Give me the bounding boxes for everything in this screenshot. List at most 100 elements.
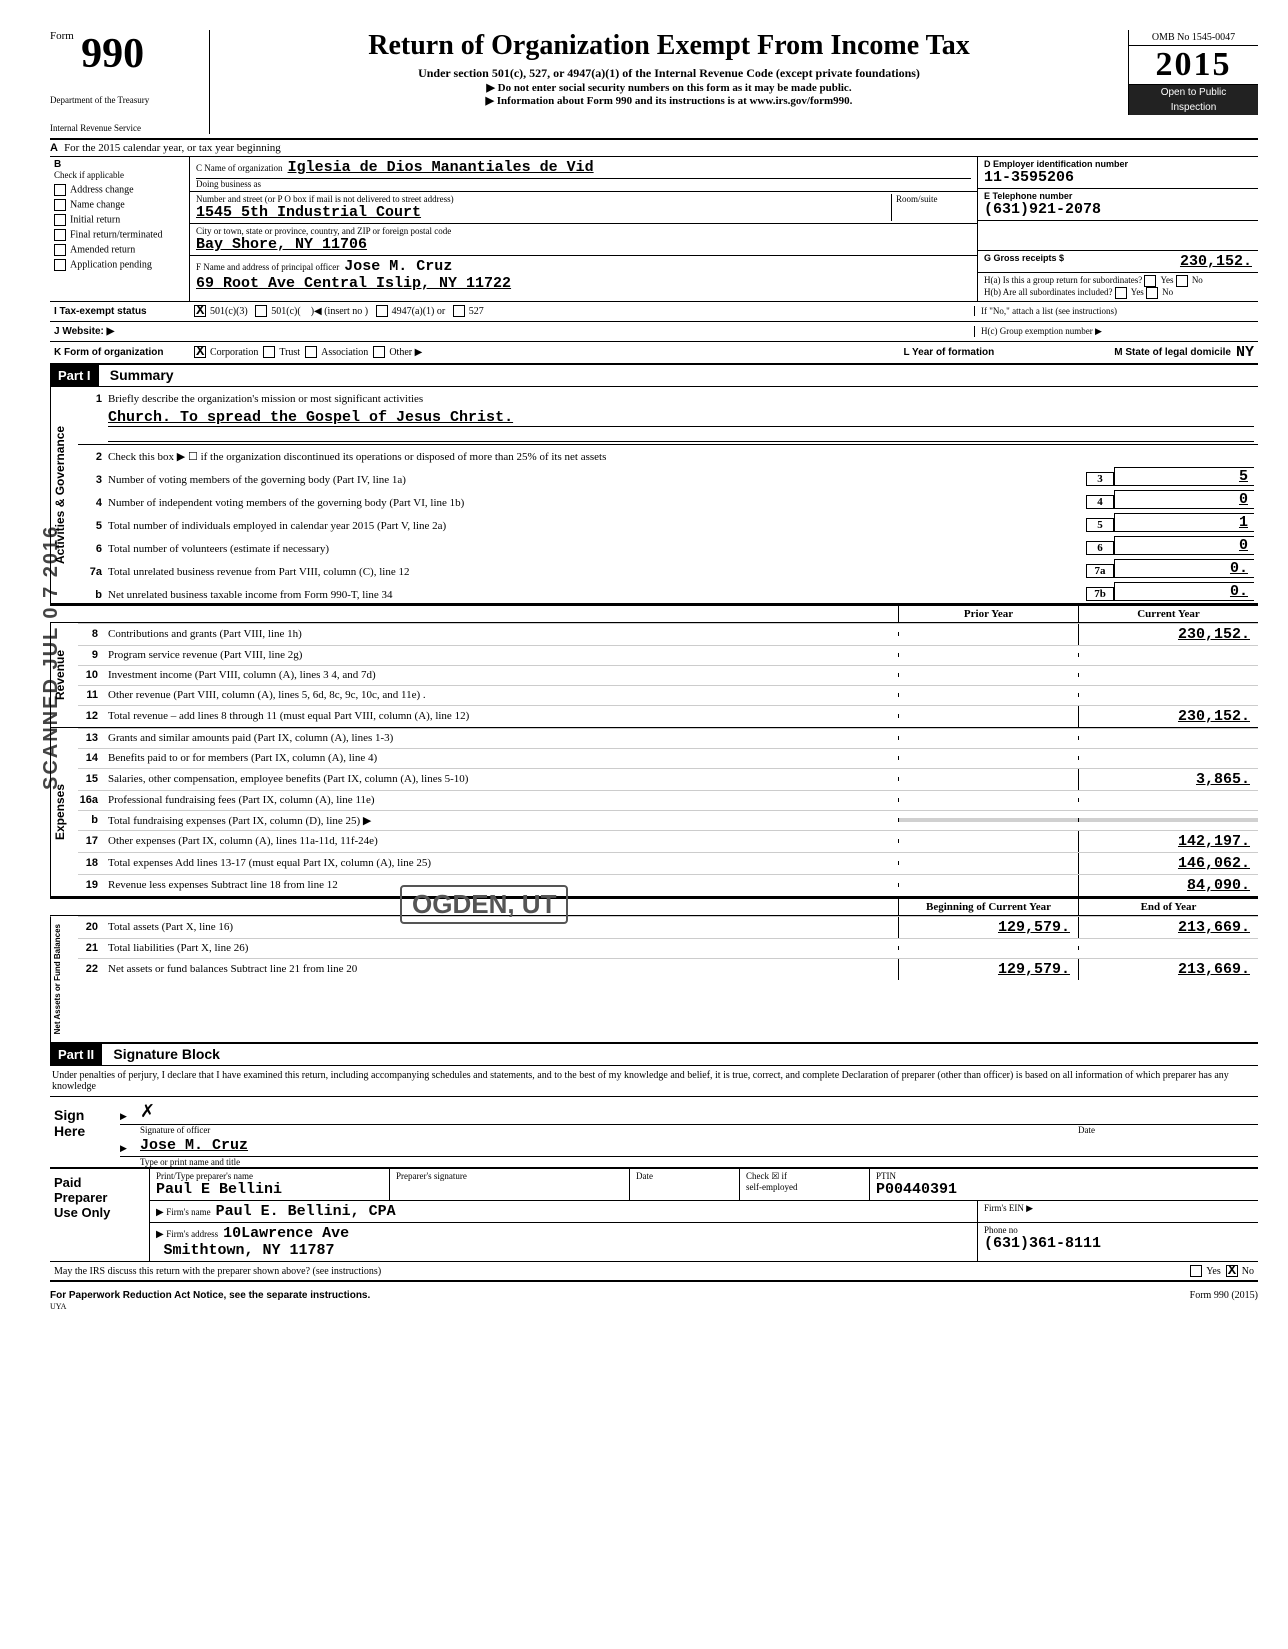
sign-here-block: Sign Here ▶ ✗ Signature of officer Date …: [50, 1097, 1258, 1169]
fin-line: 12 Total revenue – add lines 8 through 1…: [78, 705, 1258, 727]
dba-label: Doing business as: [196, 178, 971, 189]
here-label: Here: [54, 1123, 116, 1139]
discuss-row: May the IRS discuss this return with the…: [50, 1262, 1258, 1282]
part1-sub: Summary: [102, 367, 174, 383]
row-i: I Tax-exempt status 501(c)(3) 501(c)( )◀…: [50, 302, 1258, 322]
street-address: 1545 5th Industrial Court: [196, 204, 891, 221]
dept-line-1: Department of the Treasury: [50, 96, 203, 106]
label-no: No: [1242, 1266, 1254, 1277]
fin-line: 16a Professional fundraising fees (Part …: [78, 790, 1258, 810]
check-name-change[interactable]: [54, 199, 66, 211]
bcd-grid: B Check if applicable Address change Nam…: [50, 157, 1258, 302]
fin-line: 18 Total expenses Add lines 13-17 (must …: [78, 852, 1258, 874]
check-final-return[interactable]: [54, 229, 66, 241]
check-initial-return[interactable]: [54, 214, 66, 226]
check-pending[interactable]: [54, 259, 66, 271]
check-other[interactable]: [373, 346, 385, 358]
mission-text: Church. To spread the Gospel of Jesus Ch…: [108, 409, 1254, 427]
section-governance: Activities & Governance 1 Briefly descri…: [50, 387, 1258, 604]
section-revenue: Revenue 8 Contributions and grants (Part…: [50, 623, 1258, 728]
check-trust[interactable]: [263, 346, 275, 358]
label-corp: Corporation: [210, 347, 258, 358]
page-footer: For Paperwork Reduction Act Notice, see …: [50, 1282, 1258, 1312]
check-501c3[interactable]: [194, 305, 206, 317]
row-k: K Form of organization Corporation Trust…: [50, 342, 1258, 365]
part2-label: Part II: [50, 1044, 102, 1065]
date-label: Date: [1078, 1125, 1258, 1135]
officer-name: Jose M. Cruz: [344, 258, 452, 275]
part1-label: Part I: [50, 365, 99, 386]
fin-line: 17 Other expenses (Part IX, column (A), …: [78, 830, 1258, 852]
gov-line: b Net unrelated business taxable income …: [78, 580, 1258, 603]
firm-addr-label: Firm's address: [166, 1229, 218, 1239]
discuss-label: May the IRS discuss this return with the…: [54, 1266, 1190, 1277]
part2-header-row: Part II Signature Block: [50, 1044, 1258, 1066]
fin-line: 14 Benefits paid to or for members (Part…: [78, 748, 1258, 768]
room-label: Room/suite: [896, 194, 971, 204]
label-501c-insert: )◀ (insert no ): [311, 306, 368, 317]
prep-name-label: Print/Type preparer's name: [156, 1171, 383, 1181]
discuss-no[interactable]: [1226, 1265, 1238, 1277]
sign-label: Sign: [54, 1107, 116, 1123]
omb-number: OMB No 1545-0047: [1129, 30, 1258, 46]
fin-line: 13 Grants and similar amounts paid (Part…: [78, 728, 1258, 748]
ha-yes[interactable]: [1144, 275, 1156, 287]
part1-header-row: Part I Summary: [50, 365, 1258, 387]
check-corporation[interactable]: [194, 346, 206, 358]
check-501c[interactable]: [255, 305, 267, 317]
preparer-label: Preparer: [54, 1190, 145, 1205]
col-c: C Name of organization Iglesia de Dios M…: [190, 157, 978, 301]
subtitle-1: Under section 501(c), 527, or 4947(a)(1)…: [218, 66, 1120, 81]
hc-label: H(c) Group exemption number ▶: [974, 326, 1254, 337]
section-expenses: Expenses 13 Grants and similar amounts p…: [50, 728, 1258, 897]
side-tab-net: Net Assets or Fund Balances: [50, 916, 78, 1042]
hb-no[interactable]: [1146, 287, 1158, 299]
label-name-change: Name change: [70, 199, 125, 210]
check-amended[interactable]: [54, 244, 66, 256]
open-public-1: Open to Public: [1129, 84, 1258, 100]
officer-typed-name: Jose M. Cruz: [140, 1137, 1258, 1154]
check-4947[interactable]: [376, 305, 388, 317]
firm-addr2: Smithtown, NY 11787: [164, 1242, 335, 1259]
check-address-change[interactable]: [54, 184, 66, 196]
check-assoc[interactable]: [305, 346, 317, 358]
label-yes: Yes: [1206, 1266, 1221, 1277]
ogden-stamp: OGDEN, UT: [400, 885, 568, 924]
i-label: I Tax-exempt status: [54, 306, 194, 317]
ein: 11-3595206: [984, 169, 1252, 186]
firm-phone-label: Phone no: [984, 1225, 1252, 1235]
form-number: 990: [81, 30, 144, 78]
city-label: City or town, state or province, country…: [196, 226, 971, 236]
label-final-return: Final return/terminated: [70, 229, 162, 240]
side-tab-expenses: Expenses: [50, 728, 78, 896]
dept-line-2: Internal Revenue Service: [50, 124, 203, 134]
label-4947: 4947(a)(1) or: [392, 306, 446, 317]
label-trust: Trust: [279, 347, 300, 358]
fin-line: 9 Program service revenue (Part VIII, li…: [78, 645, 1258, 665]
year-block: OMB No 1545-0047 2015 Open to Public Ins…: [1128, 30, 1258, 115]
col-end-year: End of Year: [1078, 899, 1258, 915]
check-applicable-label: Check if applicable: [54, 170, 185, 180]
label-501c3: 501(c)(3): [210, 306, 248, 317]
fin-line: 19 Revenue less expenses Subtract line 1…: [78, 874, 1258, 896]
row-a-text: For the 2015 calendar year, or tax year …: [64, 142, 281, 154]
subtitle-2: Do not enter social security numbers on …: [218, 81, 1120, 94]
prior-current-header: Prior Year Current Year: [50, 604, 1258, 623]
check-527[interactable]: [453, 305, 465, 317]
fin-line: 8 Contributions and grants (Part VIII, l…: [78, 623, 1258, 645]
discuss-yes[interactable]: [1190, 1265, 1202, 1277]
label-501c: 501(c)(: [271, 306, 300, 317]
label-527: 527: [469, 306, 484, 317]
addr-label: Number and street (or P O box if mail is…: [196, 194, 891, 204]
city-state-zip: Bay Shore, NY 11706: [196, 236, 971, 253]
side-tab-governance: Activities & Governance: [50, 387, 78, 603]
prep-name: Paul E Bellini: [156, 1181, 383, 1198]
row-a: A For the 2015 calendar year, or tax yea…: [50, 140, 1258, 157]
hb-yes[interactable]: [1115, 287, 1127, 299]
j-label: J Website: ▶: [54, 326, 114, 337]
fin-line: 22 Net assets or fund balances Subtract …: [78, 958, 1258, 980]
ha-no[interactable]: [1176, 275, 1188, 287]
gov-line: 4 Number of independent voting members o…: [78, 488, 1258, 511]
side-tab-revenue: Revenue: [50, 623, 78, 727]
prep-date-label: Date: [636, 1171, 733, 1181]
